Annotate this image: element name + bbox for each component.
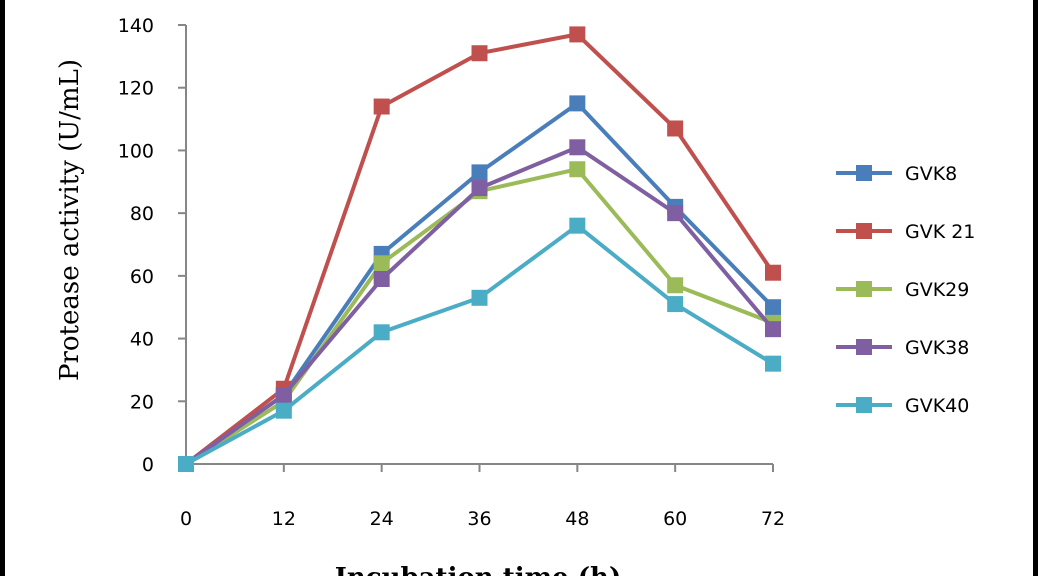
data-point: [765, 355, 781, 372]
x-tick-label: 12: [272, 508, 296, 530]
y-tick-label: 120: [118, 78, 154, 100]
x-tick-label: 24: [370, 508, 394, 530]
legend-label: GVK40: [905, 395, 969, 417]
data-point: [569, 95, 586, 112]
legend-item: GVK29: [836, 279, 969, 301]
legend-item: GVK8: [836, 163, 957, 185]
legend-marker: [856, 223, 872, 239]
data-point: [471, 164, 488, 181]
legend-marker: [856, 397, 872, 413]
data-point: [178, 456, 194, 472]
data-point: [373, 324, 390, 341]
y-tick-label: 140: [118, 15, 154, 37]
series-group: [178, 26, 781, 472]
y-ticks: 0 20 40 60 80 100 120 140: [118, 15, 186, 476]
series-line: [185, 223, 775, 466]
y-tick-label: 20: [130, 391, 154, 413]
data-point: [667, 296, 684, 313]
x-tick-label: 60: [663, 508, 687, 530]
data-point: [373, 255, 390, 272]
data-point: [373, 98, 390, 115]
legend-item: GVK38: [836, 337, 969, 359]
x-tick-label: 0: [180, 508, 192, 530]
series-gvk29: [178, 161, 781, 472]
data-point: [569, 139, 586, 156]
data-point: [471, 45, 488, 62]
data-point: [765, 299, 781, 316]
data-point: [569, 161, 586, 178]
data-point: [275, 387, 292, 404]
legend-marker: [856, 339, 872, 355]
y-tick-label: 40: [130, 329, 154, 351]
y-tick-label: 60: [130, 266, 154, 288]
legend-label: GVK8: [905, 163, 957, 185]
series-line: [184, 167, 774, 466]
data-point: [667, 277, 684, 294]
y-tick-label: 80: [130, 203, 154, 225]
data-point: [765, 264, 781, 281]
legend-item: GVK 21: [836, 221, 975, 243]
data-point: [471, 180, 488, 197]
series-gvk38: [178, 139, 781, 472]
x-axis-title: Incubation time (h): [335, 563, 622, 576]
data-point: [667, 205, 684, 222]
legend-label: GVK38: [905, 337, 969, 359]
data-point: [471, 289, 488, 306]
data-point: [667, 120, 684, 137]
x-ticks: 0 12 24 36 48 60 72: [180, 464, 785, 530]
y-tick-label: 100: [118, 140, 154, 162]
data-point: [373, 270, 390, 287]
legend-marker: [856, 281, 872, 297]
legend-marker: [856, 165, 872, 181]
y-tick-label: 0: [142, 454, 154, 476]
x-tick-label: 48: [565, 508, 589, 530]
data-point: [569, 217, 586, 234]
series-gvk40: [178, 217, 781, 472]
y-axis-title: Protease activity (U/mL): [55, 59, 85, 381]
legend: GVK8 GVK 21 GVK29 GVK38 GVK40: [836, 163, 975, 417]
data-point: [765, 321, 781, 338]
legend-label: GVK 21: [905, 221, 975, 243]
legend-item: GVK40: [836, 395, 969, 417]
legend-label: GVK29: [905, 279, 969, 301]
data-point: [275, 402, 292, 419]
x-tick-label: 36: [467, 508, 491, 530]
x-tick-label: 72: [761, 508, 785, 530]
data-point: [569, 26, 586, 43]
